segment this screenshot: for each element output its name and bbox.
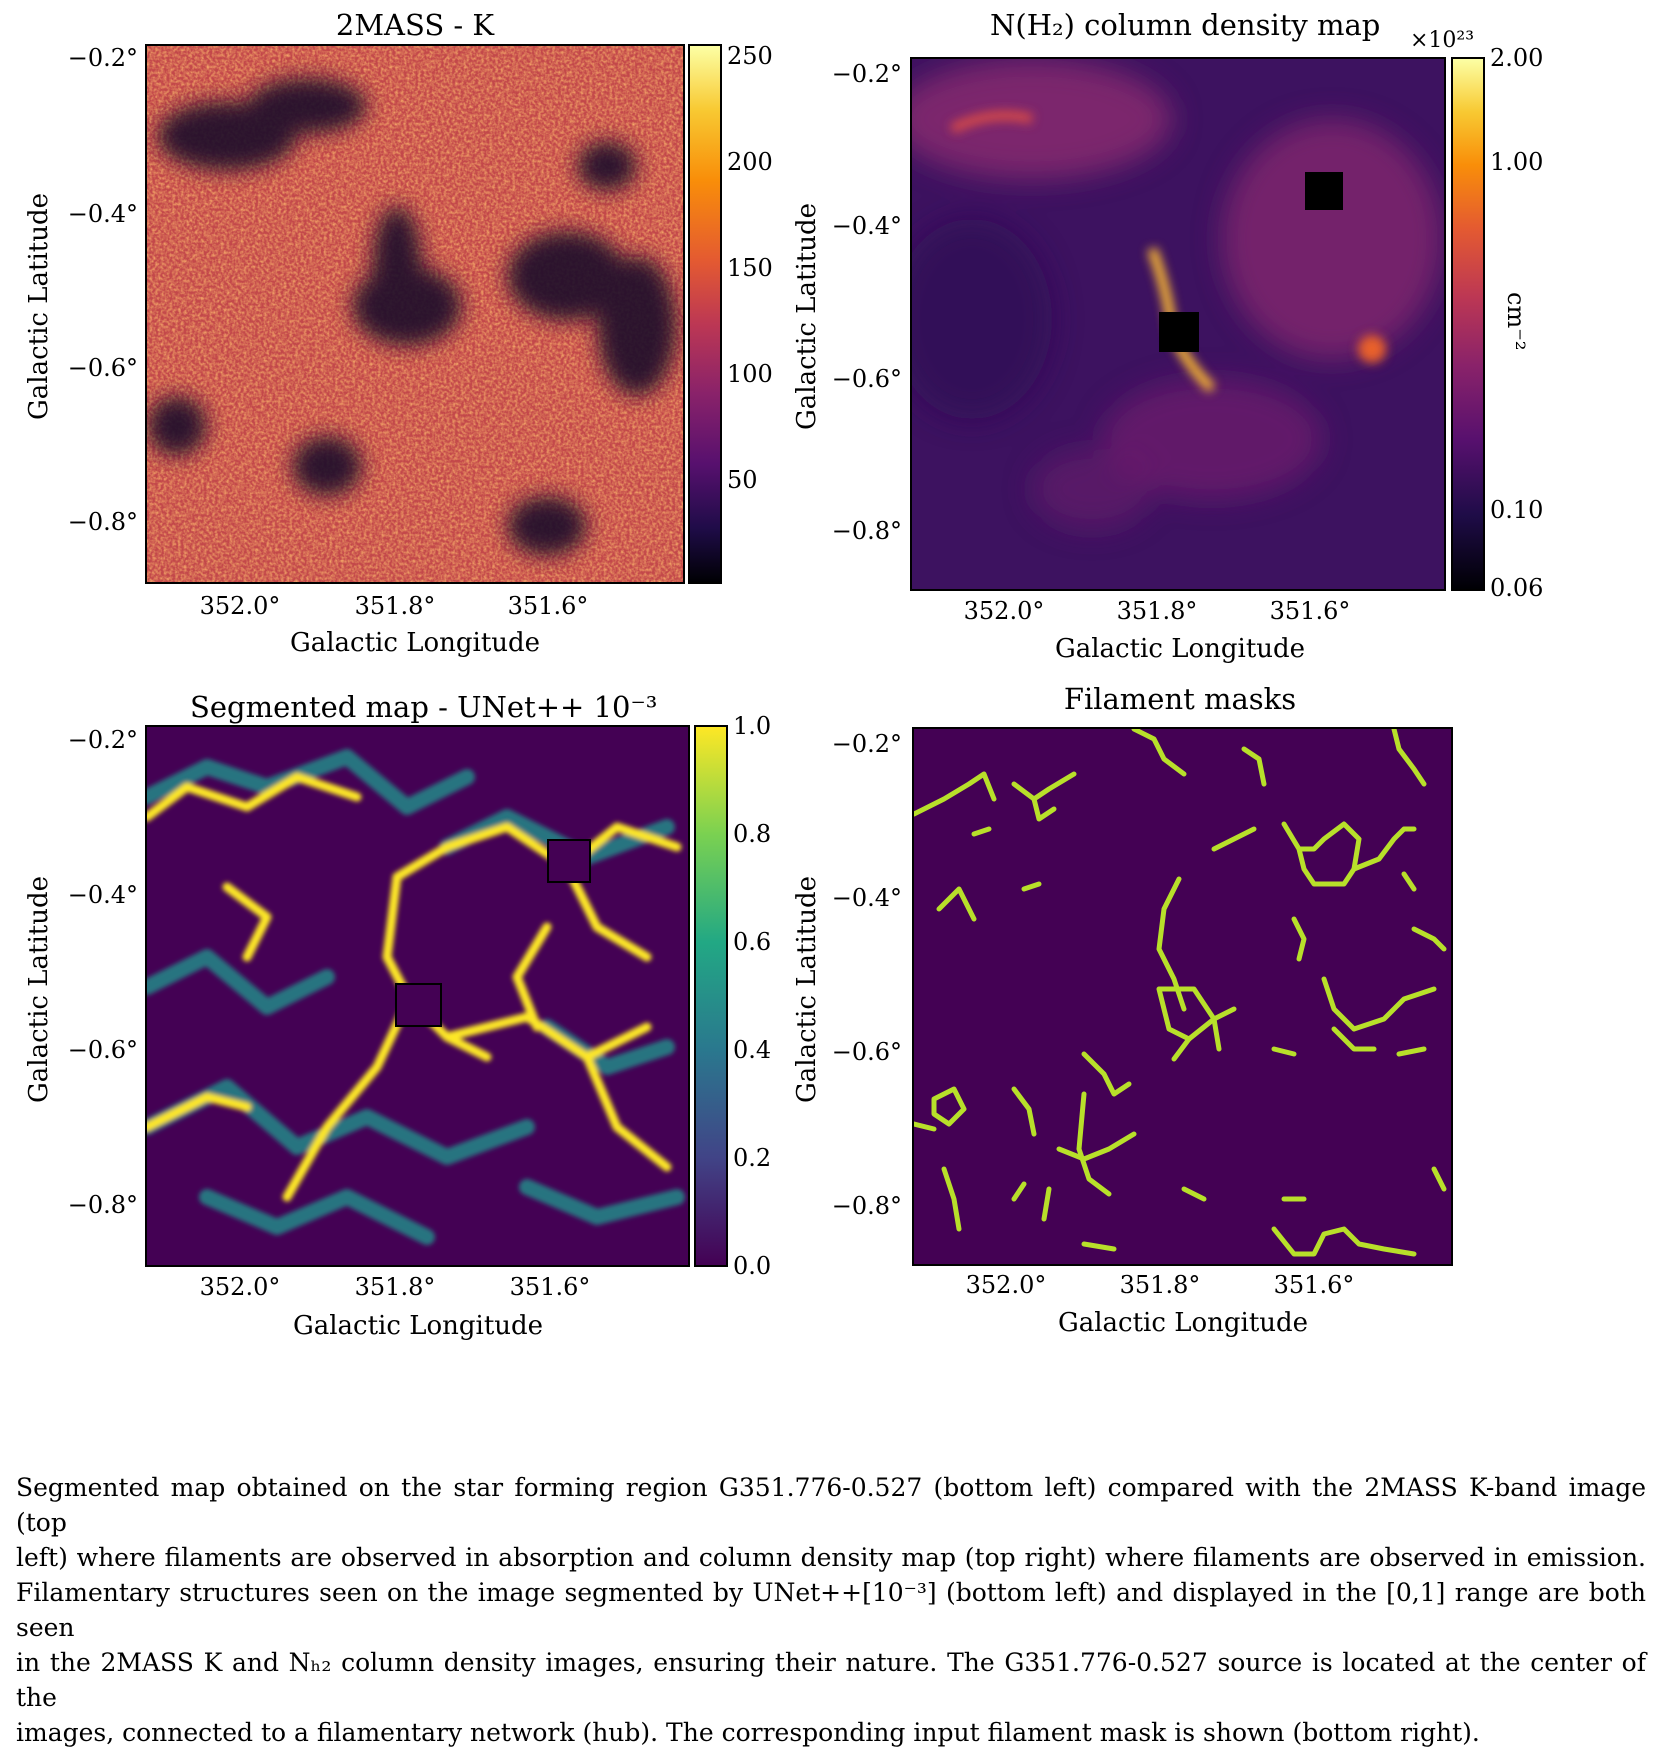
y-axis-label: Galactic Latitude — [24, 876, 54, 1103]
y-axis-label: Galactic Latitude — [792, 203, 822, 430]
colorbar-tick: 0.0 — [733, 1252, 772, 1280]
x-tick-label: 351.6° — [1269, 597, 1351, 625]
image-segmented-map — [145, 725, 690, 1267]
colorbar-tick: 0.6 — [733, 928, 772, 956]
caption-line: left) where filaments are observed in ab… — [16, 1543, 1646, 1572]
y-tick-label: −0.6° — [67, 1036, 138, 1064]
y-tick-label: −0.4° — [67, 200, 138, 228]
y-tick-label: −0.6° — [831, 1038, 902, 1066]
y-axis-label: Galactic Latitude — [24, 193, 54, 420]
colorbar-tick: 250 — [727, 42, 773, 70]
y-tick-label: −0.8° — [67, 508, 138, 536]
colorbar-tick: 200 — [727, 148, 773, 176]
x-tick-label: 351.6° — [1273, 1271, 1355, 1299]
colorbar-inferno — [688, 44, 722, 584]
colorbar-viridis — [694, 725, 728, 1267]
colorbar-tick: 0.4 — [733, 1036, 772, 1064]
x-axis-label: Galactic Longitude — [292, 1311, 544, 1341]
caption-line: Filamentary structures seen on the image… — [16, 1578, 1646, 1642]
colorbar-tick: 0.8 — [733, 820, 772, 848]
x-tick-label: 351.8° — [1119, 1271, 1201, 1299]
y-tick-label: −0.2° — [831, 730, 902, 758]
x-axis-label: Galactic Longitude — [1057, 1308, 1309, 1338]
x-tick-label: 352.0° — [199, 1273, 281, 1301]
caption-line: images, connected to a filamentary netwo… — [16, 1718, 1480, 1747]
x-tick-label: 351.6° — [509, 1273, 591, 1301]
image-2mass-k — [145, 44, 685, 584]
panel-title: N(H₂) column density map — [990, 8, 1381, 42]
panel-title: 2MASS - K — [335, 8, 495, 42]
y-tick-label: −0.2° — [67, 44, 138, 72]
x-tick-label: 352.0° — [963, 597, 1045, 625]
image-filament-masks — [912, 727, 1453, 1266]
colorbar-tick: 1.0 — [733, 712, 772, 740]
colorbar-tick: 150 — [727, 254, 773, 282]
x-axis-label: Galactic Longitude — [1054, 634, 1306, 664]
y-tick-label: −0.8° — [67, 1191, 138, 1219]
y-tick-label: −0.4° — [831, 884, 902, 912]
colorbar-unit: cm⁻² — [1502, 292, 1530, 351]
y-axis-label: Galactic Latitude — [792, 876, 822, 1103]
colorbar-tick: 50 — [727, 466, 758, 494]
y-tick-label: −0.6° — [67, 354, 138, 382]
x-tick-label: 351.6° — [507, 592, 589, 620]
colorbar-tick: 0.06 — [1490, 574, 1544, 602]
colorbar-tick: 0.2 — [733, 1144, 772, 1172]
y-tick-label: −0.2° — [831, 60, 902, 88]
x-tick-label: 351.8° — [354, 1273, 436, 1301]
colorbar-tick: 100 — [727, 360, 773, 388]
x-axis-label: Galactic Longitude — [289, 628, 541, 658]
colorbar-inferno-log — [1451, 57, 1485, 591]
colorbar-exponent: ×10²³ — [1410, 28, 1475, 53]
panel-title: Filament masks — [1063, 682, 1297, 716]
colorbar-tick: 0.10 — [1490, 496, 1544, 524]
caption-line: Segmented map obtained on the star formi… — [16, 1473, 1646, 1537]
x-tick-label: 351.8° — [1116, 597, 1198, 625]
x-tick-label: 352.0° — [199, 592, 281, 620]
x-tick-label: 351.8° — [354, 592, 436, 620]
panel-title: Segmented map - UNet++ 10⁻³ — [190, 690, 658, 724]
y-tick-label: −0.8° — [831, 1192, 902, 1220]
colorbar-tick: 1.00 — [1490, 148, 1544, 176]
x-tick-label: 352.0° — [965, 1271, 1047, 1299]
y-tick-label: −0.4° — [831, 212, 902, 240]
y-tick-label: −0.6° — [831, 365, 902, 393]
y-tick-label: −0.2° — [67, 726, 138, 754]
caption-line: in the 2MASS K and Nₕ₂ column density im… — [16, 1648, 1646, 1712]
figure-caption: Segmented map obtained on the star formi… — [16, 1470, 1646, 1750]
y-tick-label: −0.4° — [67, 881, 138, 909]
image-column-density — [910, 57, 1446, 591]
y-tick-label: −0.8° — [831, 517, 902, 545]
colorbar-tick: 2.00 — [1490, 44, 1544, 72]
